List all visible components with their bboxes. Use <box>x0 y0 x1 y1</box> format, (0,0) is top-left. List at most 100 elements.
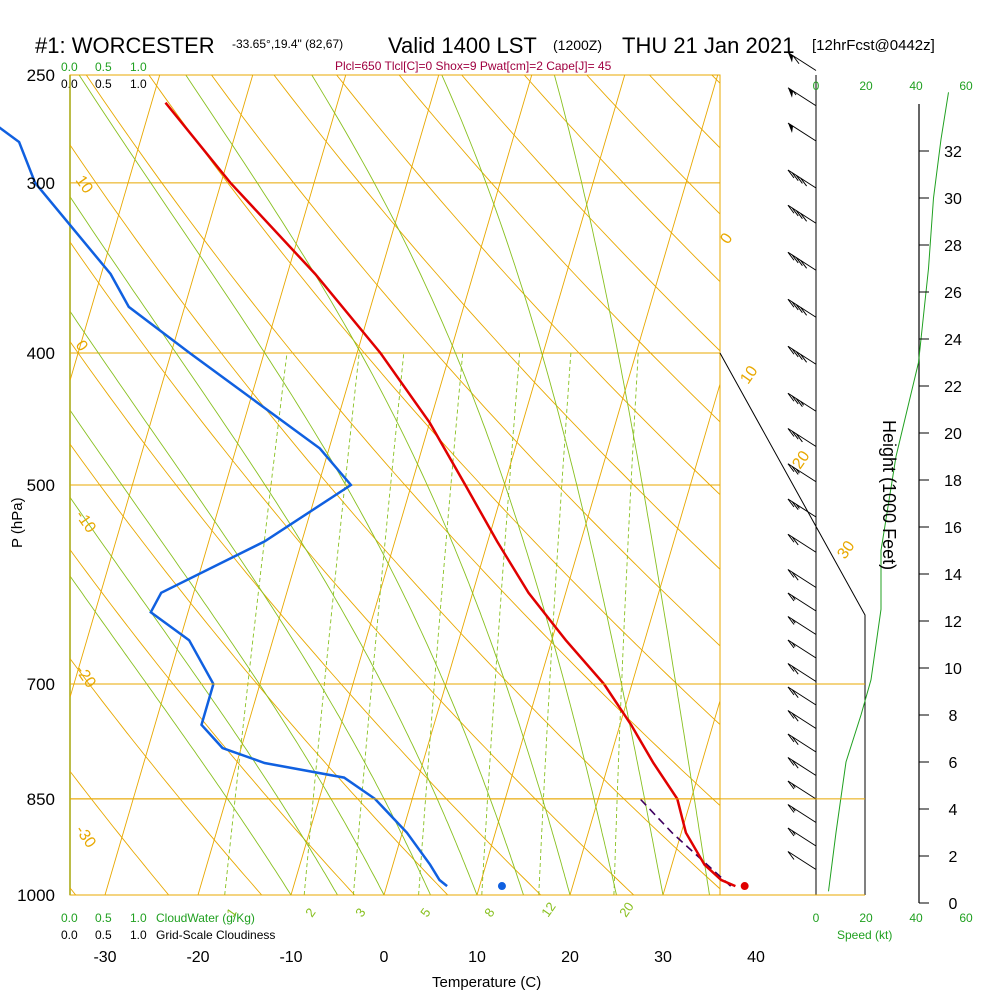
barb-half-flag <box>796 504 800 509</box>
height-tick-label: 32 <box>944 144 962 161</box>
barb-staff <box>787 251 817 271</box>
wind-panel-boundary <box>719 352 866 895</box>
barb-half-flag <box>791 618 796 624</box>
temperature-tick-label: -30 <box>93 949 116 966</box>
barb-flag <box>787 592 795 602</box>
wind-barb <box>787 804 817 823</box>
wind-barb <box>787 663 817 682</box>
mixing-ratio-line <box>613 352 639 895</box>
wind-barb <box>787 428 817 447</box>
height-tick-label: 18 <box>944 473 962 490</box>
dry-adiabat-label: 20 <box>789 448 813 472</box>
barb-staff <box>787 616 817 635</box>
wind-barb <box>787 780 817 800</box>
wind-barb <box>787 616 817 635</box>
dry-adiabat-line <box>70 241 635 895</box>
dry-adiabat-line <box>210 75 720 647</box>
barb-flag <box>787 710 795 719</box>
dry-adiabat-line <box>148 75 720 726</box>
forecast-info: [12hrFcst@0442z] <box>812 37 935 54</box>
barb-flag <box>791 501 799 511</box>
isotherm-line <box>70 75 254 700</box>
mixing-ratio-line <box>538 352 572 895</box>
station-coords: -33.65°,19.4" (82,67) <box>232 37 343 51</box>
sounding-profiles <box>0 101 749 891</box>
barb-staff <box>787 52 817 71</box>
isotherm-line <box>70 75 161 383</box>
wind-barb <box>787 298 817 318</box>
wind-barb <box>787 569 817 588</box>
barb-staff <box>787 757 817 776</box>
height-tick-label: 22 <box>944 379 962 396</box>
surface-dewpoint-marker <box>497 882 506 891</box>
barb-flag <box>796 351 803 360</box>
isotherm-line <box>197 75 440 895</box>
wind-barb <box>787 498 817 518</box>
wind-barb <box>787 686 817 706</box>
barb-flag <box>787 616 795 625</box>
speed-tick-top: 40 <box>909 79 923 93</box>
barb-flag <box>791 759 799 769</box>
height-tick-label: 26 <box>944 285 962 302</box>
barb-flag <box>791 665 799 675</box>
barb-pennant <box>788 123 794 133</box>
valid-time: Valid 1400 LST <box>388 33 537 58</box>
mixing-ratio-label: 2 <box>302 905 318 920</box>
barb-staff <box>787 733 817 753</box>
dry-adiabat-line <box>70 443 449 895</box>
wind-barb <box>787 52 817 71</box>
speed-tick-bottom: 20 <box>859 911 873 925</box>
barb-flag <box>787 463 795 473</box>
top-cloudiness-tick: 1.0 <box>130 77 147 91</box>
pressure-tick-label: 250 <box>27 66 55 85</box>
dry-adiabat-line <box>812 51 1000 924</box>
barb-staff <box>787 204 817 224</box>
wind-panel <box>719 52 949 903</box>
barb-flag <box>787 204 795 214</box>
barb-flag <box>787 851 795 860</box>
barb-staff <box>787 780 817 800</box>
barb-half-flag <box>800 401 805 406</box>
dry-adiabat-label: -10 <box>72 508 99 537</box>
barb-flag <box>796 304 803 313</box>
top-cloudiness-tick: 0.5 <box>95 77 112 91</box>
barb-staff <box>787 592 817 612</box>
moist-adiabat-line <box>70 496 338 895</box>
barb-staff <box>787 298 817 318</box>
wind-barb <box>787 392 817 412</box>
barb-flag <box>800 354 808 363</box>
dry-adiabat-line <box>70 657 263 895</box>
barb-staff <box>787 533 817 553</box>
barb-half-flag <box>791 595 796 601</box>
dry-adiabat-label: -30 <box>72 823 99 852</box>
dry-adiabat-line <box>586 75 720 215</box>
barb-flag <box>791 301 799 311</box>
dry-adiabat-line <box>750 51 1000 924</box>
barb-flag <box>791 207 799 217</box>
pressure-tick-label: 500 <box>27 476 55 495</box>
barb-flag <box>792 55 800 65</box>
barb-flag <box>791 348 799 358</box>
height-tick-label: 2 <box>949 849 958 866</box>
speed-tick-top: 60 <box>959 79 973 93</box>
barb-flag <box>800 307 808 316</box>
barb-flag <box>800 177 808 187</box>
isotherm-line <box>569 382 720 895</box>
temperature-axis: -30 -20 -10 0 10 20 30 40 <box>93 949 765 966</box>
barb-flag <box>796 398 803 407</box>
barb-flag <box>791 254 799 264</box>
moist-adiabat-line <box>185 75 571 895</box>
station-title: #1: WORCESTER <box>35 33 215 58</box>
barb-staff <box>787 428 817 447</box>
wind-barb <box>787 463 817 483</box>
moist-adiabat-line <box>441 75 664 895</box>
wind-barb <box>787 122 817 142</box>
wind-barb <box>787 851 817 870</box>
wind-barb <box>787 251 817 271</box>
mixing-ratio-line <box>303 352 360 895</box>
barb-flag <box>787 804 795 813</box>
speed-tick-top: 20 <box>859 79 873 93</box>
height-tick-label: 6 <box>949 755 958 772</box>
barb-staff <box>787 851 817 870</box>
